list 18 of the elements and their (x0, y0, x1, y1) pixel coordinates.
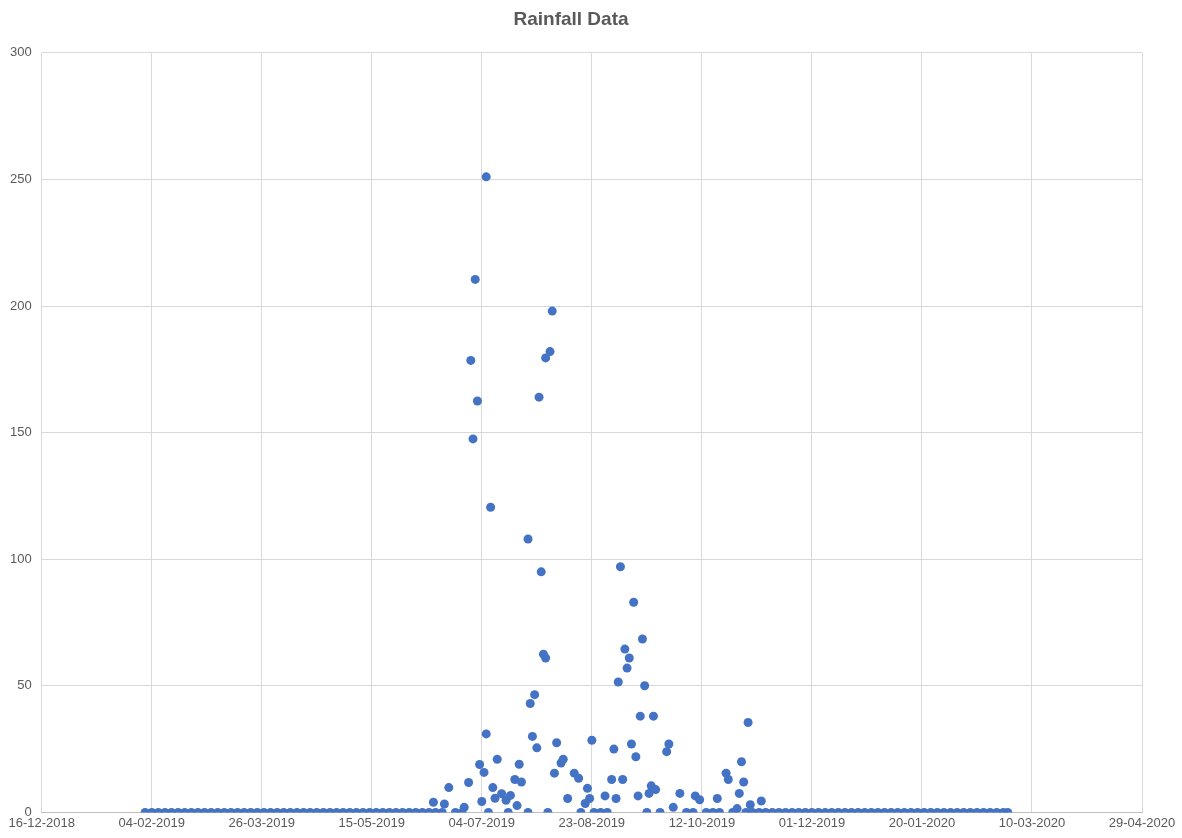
x-tick-label: 20-01-2020 (888, 814, 956, 830)
y-tick-label: 50 (17, 677, 32, 693)
y-tick-label: 100 (9, 550, 32, 566)
y-tick-label: 0 (24, 803, 32, 819)
x-tick-label: 15-05-2019 (338, 814, 406, 830)
x-tick-label: 26-03-2019 (228, 814, 295, 830)
x-tick-label: 04-07-2019 (448, 814, 516, 830)
y-tick-label: 150 (9, 424, 32, 440)
y-tick-label: 200 (9, 297, 32, 313)
x-tick-label: 10-03-2020 (998, 814, 1066, 830)
x-tick-label: 23-08-2019 (558, 814, 626, 830)
x-tick-label: 29-04-2020 (1108, 814, 1176, 830)
y-tick-label: 300 (9, 44, 32, 60)
chart-title: Rainfall Data (513, 7, 629, 29)
y-tick-label: 250 (9, 170, 32, 186)
x-tick-label: 04-02-2019 (118, 814, 185, 830)
x-tick-label: 12-10-2019 (668, 814, 736, 830)
x-tick-label: 01-12-2019 (778, 814, 846, 830)
